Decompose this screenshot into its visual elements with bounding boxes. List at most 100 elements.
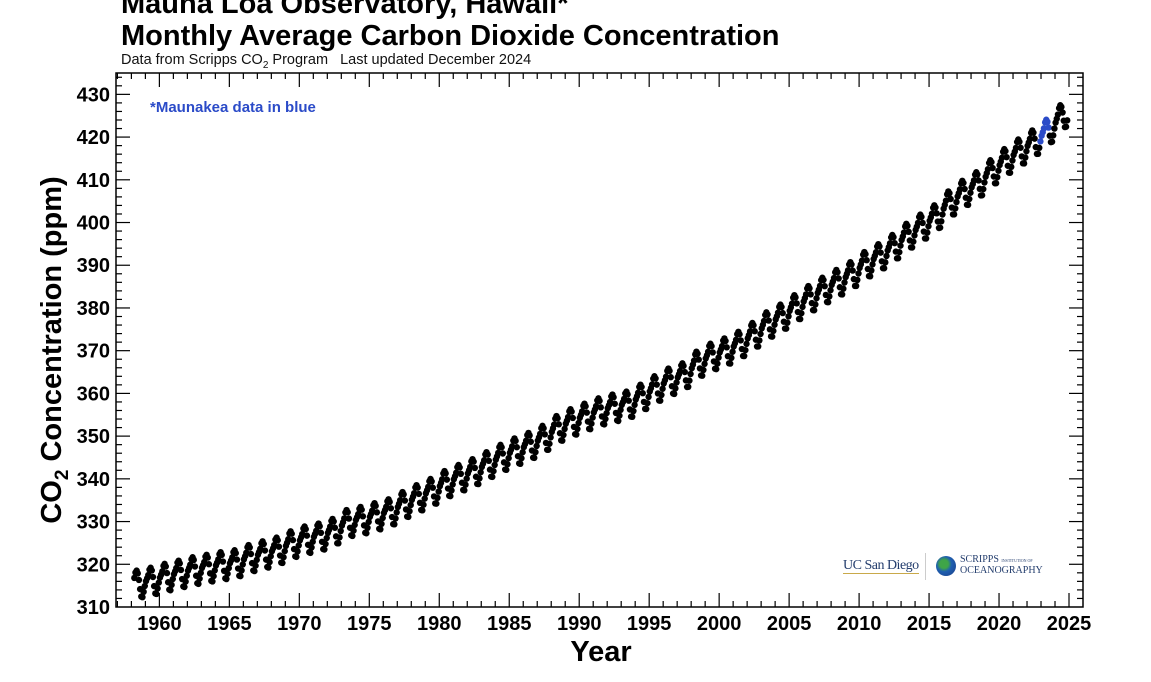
data-point [267,553,274,560]
data-point [490,467,497,475]
data-point [252,562,259,569]
data-point [974,171,981,178]
data-point [1036,144,1043,152]
subtitle-subscript: 2 [262,59,269,71]
data-point [1006,169,1014,176]
data-point [405,513,412,521]
data-point [868,267,875,274]
scripps-line1: SCRIPPS [960,554,999,565]
data-point [774,309,782,316]
data-point [652,375,659,382]
data-point [364,524,371,532]
data-point [1064,117,1071,124]
chart-title-line1: Mauna Loa Observatory, Hawaii* [121,0,569,20]
data-point [462,481,469,488]
data-point [751,328,758,335]
data-point [727,360,734,367]
data-point [765,317,772,324]
data-point [359,513,367,520]
data-point [260,540,267,548]
data-point [350,527,357,534]
data-point [737,337,744,344]
data-point [629,413,636,421]
data-point [1026,135,1034,142]
data-point [757,330,764,338]
data-point [275,543,283,550]
x-axis-label: Year [570,636,632,668]
data-point [932,204,939,211]
data-point [307,549,314,557]
data-point [463,475,470,482]
y-tick-label: 310 [77,597,110,619]
x-tick-label: 2005 [767,613,812,635]
data-point [148,567,156,574]
data-point [722,337,729,345]
data-point [247,550,255,558]
data-point [210,572,217,580]
y-tick-label: 410 [77,170,110,192]
data-point [583,409,590,416]
data-point [911,232,918,239]
data-point [708,342,715,350]
data-point [687,370,694,378]
data-point [922,235,930,242]
data-point [169,575,176,583]
maunakea-point [1044,118,1051,126]
data-point [956,186,964,193]
data-point [821,282,828,290]
scripps-logo: SCRIPPS INSTITUTION OF OCEANOGRAPHY [960,555,1043,576]
y-tick-label: 420 [77,127,110,149]
data-point [890,233,897,241]
data-point [442,470,449,477]
data-point [568,408,575,415]
data-point [862,250,869,258]
data-point [420,501,427,508]
data-point [253,556,260,564]
data-point [545,446,552,453]
data-point [869,261,876,268]
data-point [908,244,916,251]
data-point [701,360,708,368]
data-point [602,415,609,423]
maunakea-annotation: *Maunakea data in blue [150,99,316,116]
data-point [960,179,967,187]
ylabel-subscript: 2 [51,469,73,481]
data-point [615,417,622,425]
x-tick-label: 1990 [557,613,602,635]
data-point [1023,148,1030,155]
data-point [1017,144,1024,151]
y-tick-label: 430 [77,84,110,106]
data-point [897,242,904,249]
data-point [438,476,446,483]
data-point [457,470,465,478]
data-point [573,431,580,438]
data-point [1012,144,1020,152]
data-point [1009,157,1016,164]
data-point [891,239,898,247]
scripps-line2: OCEANOGRAPHY [960,565,1043,576]
data-point [345,515,353,522]
data-point [936,224,944,231]
data-point [379,514,386,522]
data-point [274,537,281,544]
data-point [771,321,778,328]
data-point [813,295,820,302]
data-point [681,368,688,376]
data-point [181,583,188,591]
data-point [980,185,987,193]
data-point [631,401,638,409]
data-point [476,475,483,482]
data-point [183,572,190,579]
data-point [351,521,358,529]
data-point [555,421,563,428]
data-point [489,473,496,481]
data-point [1051,125,1058,132]
data-point [938,218,945,225]
data-point [925,223,932,230]
data-point [309,538,316,545]
data-point [560,431,567,439]
subtitle-suffix: Program Last updated December 2024 [268,52,532,68]
y-axis-label: CO2 Concentration (ppm) [36,176,74,523]
data-point [477,469,484,476]
data-point [760,317,768,325]
